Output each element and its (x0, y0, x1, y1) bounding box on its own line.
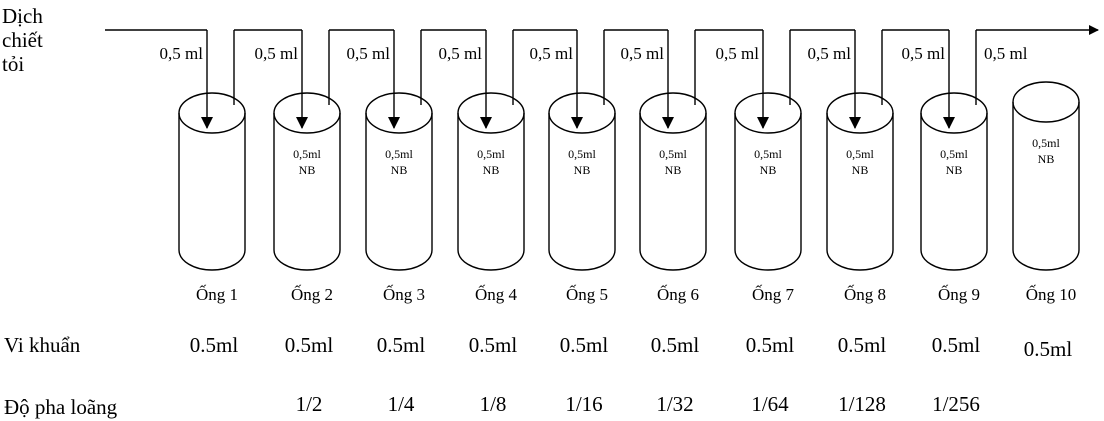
transfer-label: 0,5 ml (255, 44, 299, 63)
tube (458, 113, 524, 270)
tube-top (921, 93, 987, 133)
transfer-label: 0,5 ml (902, 44, 946, 63)
source-label: chiết (2, 28, 43, 52)
tube-name: Ống 6 (657, 285, 699, 304)
transfer-label: 0,5 ml (530, 44, 574, 63)
bacteria-value: 0.5ml (1024, 337, 1073, 361)
bacteria-value: 0.5ml (560, 333, 609, 357)
bacteria-value: 0.5ml (285, 333, 334, 357)
tube-top (640, 93, 706, 133)
tube (366, 113, 432, 270)
tube-top (274, 93, 340, 133)
tube-content: 0,5ml (385, 147, 413, 161)
transfer-label: 0,5 ml (439, 44, 483, 63)
bacteria-value: 0.5ml (838, 333, 887, 357)
tube-content: 0,5ml (754, 147, 782, 161)
tube-content: NB (852, 163, 869, 177)
dilution-value: 1/256 (932, 392, 980, 416)
tube-content: 0,5ml (940, 147, 968, 161)
transfer-label: 0,5 ml (984, 44, 1028, 63)
dilution-value: 1/64 (751, 392, 789, 416)
tube-top (735, 93, 801, 133)
transfer-label: 0,5 ml (160, 44, 204, 63)
tube (735, 113, 801, 270)
tube-content: NB (946, 163, 963, 177)
dilution-value: 1/4 (388, 392, 415, 416)
tube (179, 113, 245, 270)
tube-top (827, 93, 893, 133)
tube (921, 113, 987, 270)
tube (640, 113, 706, 270)
dilution-value: 1/32 (656, 392, 693, 416)
row-label: Vi khuẩn (4, 333, 81, 357)
bacteria-value: 0.5ml (190, 333, 239, 357)
transfer-label: 0,5 ml (716, 44, 760, 63)
tube-content: 0,5ml (659, 147, 687, 161)
tube (827, 113, 893, 270)
bacteria-value: 0.5ml (746, 333, 795, 357)
dilution-value: 1/128 (838, 392, 886, 416)
bacteria-value: 0.5ml (651, 333, 700, 357)
tube-top (458, 93, 524, 133)
tube-top (179, 93, 245, 133)
tube-top (366, 93, 432, 133)
tube-name: Ống 1 (196, 285, 238, 304)
tube-name: Ống 4 (475, 285, 518, 304)
dilution-value: 1/2 (296, 392, 323, 416)
tube-name: Ống 9 (938, 285, 980, 304)
tube (549, 113, 615, 270)
tube-top (549, 93, 615, 133)
dilution-diagram: Dịchchiếttỏi Ống 1 0,5ml NB Ống 2 0,5ml NB Ống … (0, 0, 1104, 421)
tube-content: 0,5ml (846, 147, 874, 161)
tube-content: NB (760, 163, 777, 177)
tube-content: 0,5ml (568, 147, 596, 161)
bacteria-value: 0.5ml (932, 333, 981, 357)
transfer-label: 0,5 ml (347, 44, 391, 63)
tube-content: NB (665, 163, 682, 177)
tube-name: Ống 5 (566, 285, 608, 304)
tube-content: 0,5ml (1032, 136, 1060, 150)
tube-content: NB (299, 163, 316, 177)
bacteria-value: 0.5ml (377, 333, 426, 357)
transfer-label: 0,5 ml (621, 44, 665, 63)
tube-name: Ống 2 (291, 285, 333, 304)
tube-content: NB (483, 163, 500, 177)
tube-name: Ống 10 (1026, 285, 1077, 304)
dilution-value: 1/8 (480, 392, 507, 416)
tube (274, 113, 340, 270)
source-label: Dịch (2, 4, 43, 28)
tube (1013, 102, 1079, 270)
tube-name: Ống 8 (844, 285, 886, 304)
tube-top (1013, 82, 1079, 122)
transfer-label: 0,5 ml (808, 44, 852, 63)
row-label: Độ pha loãng (4, 395, 118, 419)
tube-name: Ống 3 (383, 285, 425, 304)
dilution-value: 1/16 (565, 392, 602, 416)
tube-content: 0,5ml (477, 147, 505, 161)
tube-name: Ống 7 (752, 285, 795, 304)
source-label: tỏi (2, 52, 24, 76)
tube-content: NB (574, 163, 591, 177)
tube-content: 0,5ml (293, 147, 321, 161)
bacteria-value: 0.5ml (469, 333, 518, 357)
tube-content: NB (1038, 152, 1055, 166)
tube-content: NB (391, 163, 408, 177)
